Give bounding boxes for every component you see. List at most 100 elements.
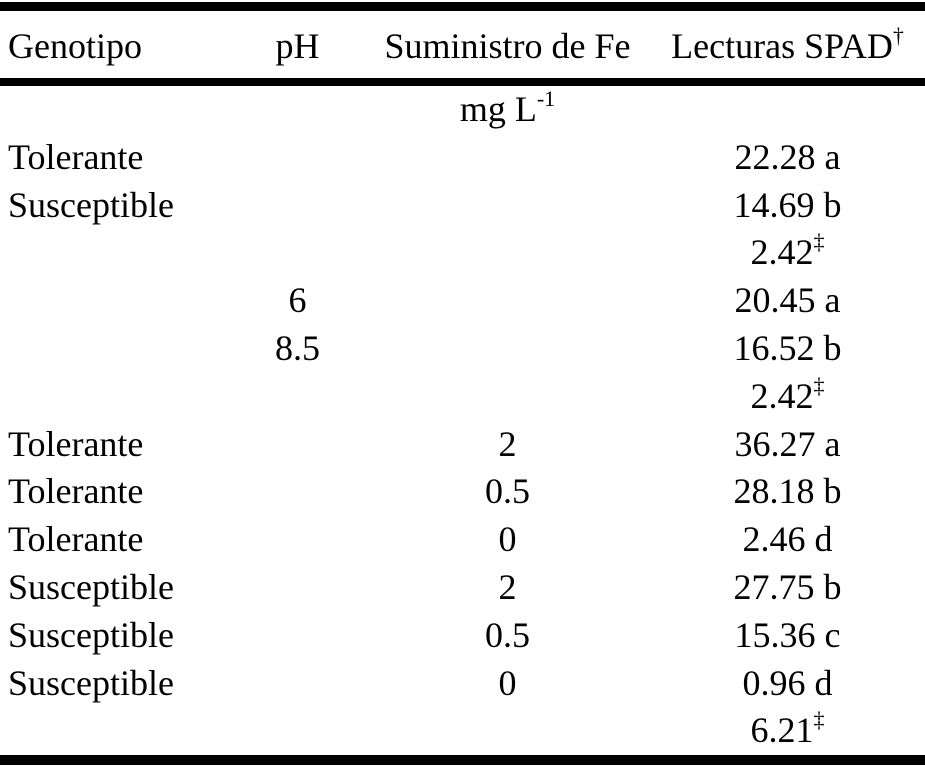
table-row: Susceptible 14.69 b	[0, 182, 925, 230]
cell-spad: 27.75 b	[650, 564, 925, 612]
cell-spad: 2.46 d	[650, 516, 925, 564]
spad-value: 28.18 b	[733, 471, 842, 512]
cell-ph	[230, 182, 365, 230]
col-header-ph: pH	[230, 6, 365, 86]
spad-value: 27.75 b	[733, 567, 842, 608]
col-header-spad: Lecturas SPAD†	[650, 6, 925, 86]
table-row: Susceptible 2 27.75 b	[0, 564, 925, 612]
cell-spad: 15.36 c	[650, 612, 925, 660]
header-row: Genotipo pH Suministro de Fe Lecturas SP…	[0, 6, 925, 86]
table-row: Tolerante 22.28 a	[0, 134, 925, 182]
cell-spad: 6.21‡	[650, 707, 925, 760]
cell-genotipo	[0, 325, 230, 373]
cell-fe	[365, 277, 650, 325]
cell-spad: 2.42‡	[650, 373, 925, 421]
cell-spad	[650, 82, 925, 134]
cell-fe: 2	[498, 567, 517, 608]
spad-value: 36.27 a	[734, 423, 841, 464]
cell-spad: 20.45 a	[650, 277, 925, 325]
table-row: Tolerante 0.5 28.18 b	[0, 468, 925, 516]
cell-ph	[230, 516, 365, 564]
cell-fe: 0	[498, 662, 517, 703]
cell-ph	[230, 421, 365, 469]
cell-fe	[365, 325, 650, 373]
cell-ph	[230, 82, 365, 134]
cell-ph	[230, 564, 365, 612]
cell-ph: 8.5	[275, 328, 320, 369]
cell-ph	[230, 660, 365, 708]
cell-fe: 0.5	[485, 471, 530, 512]
cell-fe: 0.5	[485, 614, 530, 655]
cell-ph	[230, 229, 365, 277]
cell-fe	[365, 707, 650, 760]
table-body: mg L-1 Tolerante 22.28 a Susceptible 14.…	[0, 82, 925, 760]
spad-value: 0.96 d	[742, 662, 833, 703]
cell-fe-unit: mg L-1	[365, 82, 650, 134]
spad-value: 15.36 c	[734, 614, 841, 655]
spad-value: 6.21	[750, 710, 814, 751]
double-dagger-marker: ‡	[813, 372, 825, 398]
spad-value: 16.52 b	[733, 328, 842, 369]
unit-label: mg L	[459, 89, 537, 130]
cell-ph	[230, 468, 365, 516]
cell-spad: 22.28 a	[650, 134, 925, 182]
cell-spad: 14.69 b	[650, 182, 925, 230]
cell-ph	[230, 134, 365, 182]
cell-fe	[365, 229, 650, 277]
table-row: Tolerante 2 36.27 a	[0, 421, 925, 469]
table-row-lsd: 2.42‡	[0, 373, 925, 421]
unit-exponent: -1	[536, 86, 556, 112]
table-row: Susceptible 0.5 15.36 c	[0, 612, 925, 660]
cell-spad: 36.27 a	[650, 421, 925, 469]
dagger-footnote-marker: †	[892, 22, 904, 48]
cell-ph	[230, 707, 365, 760]
table-row: 8.5 16.52 b	[0, 325, 925, 373]
cell-genotipo: Tolerante	[8, 519, 144, 560]
table-row-lsd: 2.42‡	[0, 229, 925, 277]
col-header-genotipo-label: Genotipo	[8, 25, 142, 66]
table-row: Tolerante 0 2.46 d	[0, 516, 925, 564]
table-row: Susceptible 0 0.96 d	[0, 660, 925, 708]
cell-genotipo	[0, 707, 230, 760]
unit-row: mg L-1	[0, 82, 925, 134]
cell-genotipo: Susceptible	[8, 614, 174, 655]
cell-ph	[230, 373, 365, 421]
spad-value: 2.42	[750, 375, 814, 416]
cell-ph: 6	[288, 280, 307, 321]
col-header-fe-label: Suministro de Fe	[384, 25, 631, 66]
table-header: Genotipo pH Suministro de Fe Lecturas SP…	[0, 6, 925, 86]
spad-value: 2.46 d	[742, 519, 833, 560]
col-header-spad-label: Lecturas SPAD	[671, 25, 893, 66]
cell-fe	[365, 373, 650, 421]
cell-fe	[365, 134, 650, 182]
cell-fe: 0	[498, 519, 517, 560]
cell-genotipo: Susceptible	[8, 184, 174, 225]
cell-genotipo	[0, 277, 230, 325]
cell-spad: 16.52 b	[650, 325, 925, 373]
double-dagger-marker: ‡	[813, 229, 825, 255]
col-header-ph-label: pH	[275, 25, 320, 66]
cell-genotipo	[0, 229, 230, 277]
cell-genotipo: Tolerante	[8, 136, 144, 177]
cell-genotipo	[0, 82, 230, 134]
cell-ph	[230, 612, 365, 660]
spad-value: 20.45 a	[734, 280, 841, 321]
col-header-fe: Suministro de Fe	[365, 6, 650, 86]
cell-spad: 0.96 d	[650, 660, 925, 708]
cell-genotipo: Tolerante	[8, 423, 144, 464]
cell-genotipo: Susceptible	[8, 662, 174, 703]
cell-fe: 2	[498, 423, 517, 464]
spad-value: 2.42	[750, 232, 814, 273]
spad-value: 14.69 b	[733, 184, 842, 225]
cell-genotipo	[0, 373, 230, 421]
table-row-lsd: 6.21‡	[0, 707, 925, 760]
cell-genotipo: Tolerante	[8, 471, 144, 512]
cell-fe	[365, 182, 650, 230]
spad-value: 22.28 a	[734, 136, 841, 177]
cell-spad: 28.18 b	[650, 468, 925, 516]
cell-genotipo: Susceptible	[8, 567, 174, 608]
double-dagger-marker: ‡	[813, 707, 825, 733]
table-row: 6 20.45 a	[0, 277, 925, 325]
